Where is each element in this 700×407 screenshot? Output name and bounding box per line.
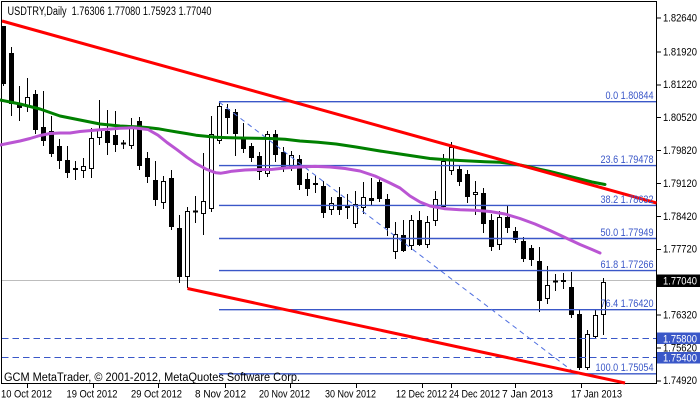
svg-text:76.4 1.76420: 76.4 1.76420 <box>601 298 654 310</box>
svg-text:10 Oct 2012: 10 Oct 2012 <box>1 389 52 401</box>
svg-text:1.74920: 1.74920 <box>663 375 697 387</box>
svg-text:17 Jan 2013: 17 Jan 2013 <box>571 389 622 401</box>
svg-text:1.75400: 1.75400 <box>663 353 697 365</box>
svg-text:20 Nov 2012: 20 Nov 2012 <box>259 389 310 401</box>
svg-text:8 Nov 2012: 8 Nov 2012 <box>195 389 246 401</box>
svg-text:12 Dec 2012: 12 Dec 2012 <box>396 389 447 401</box>
svg-text:1.78420: 1.78420 <box>663 211 697 223</box>
svg-text:24 Dec 2012: 24 Dec 2012 <box>449 389 500 401</box>
svg-text:1.75800: 1.75800 <box>663 333 697 345</box>
svg-text:1.75620: 1.75620 <box>663 342 697 354</box>
svg-text:38.2 1.78632: 38.2 1.78632 <box>601 194 654 206</box>
svg-text:1.79820: 1.79820 <box>663 145 697 157</box>
svg-text:0.0 1.80844: 0.0 1.80844 <box>606 90 654 102</box>
svg-text:23.6 1.79478: 23.6 1.79478 <box>601 154 654 166</box>
svg-text:7 Jan 2013: 7 Jan 2013 <box>502 389 553 401</box>
svg-text:30 Nov 2012: 30 Nov 2012 <box>325 389 376 401</box>
svg-text:1.80520: 1.80520 <box>663 112 697 124</box>
svg-text:1.79120: 1.79120 <box>663 178 697 190</box>
svg-text:1.77720: 1.77720 <box>663 244 697 256</box>
svg-text:1.81920: 1.81920 <box>663 46 697 58</box>
svg-text:100.0 1.75054: 100.0 1.75054 <box>596 362 654 374</box>
svg-text:1.82640: 1.82640 <box>663 13 697 25</box>
svg-text:61.8 1.77266: 61.8 1.77266 <box>601 259 654 271</box>
svg-text:GCM MetaTrader, © 2001-2012, M: GCM MetaTrader, © 2001-2012, MetaQuotes … <box>4 372 300 384</box>
svg-text:29 Oct 2012: 29 Oct 2012 <box>131 389 182 401</box>
svg-text:1.76320: 1.76320 <box>663 309 697 321</box>
svg-text:50.0 1.77949: 50.0 1.77949 <box>601 227 654 239</box>
svg-text:USDTRY,Daily 1.76306 1.77080: USDTRY,Daily 1.76306 1.77080 1.75923 1.7… <box>8 6 212 18</box>
svg-text:1.77040: 1.77040 <box>663 276 697 288</box>
svg-text:1.81220: 1.81220 <box>663 79 697 91</box>
svg-text:19 Oct 2012: 19 Oct 2012 <box>67 389 118 401</box>
